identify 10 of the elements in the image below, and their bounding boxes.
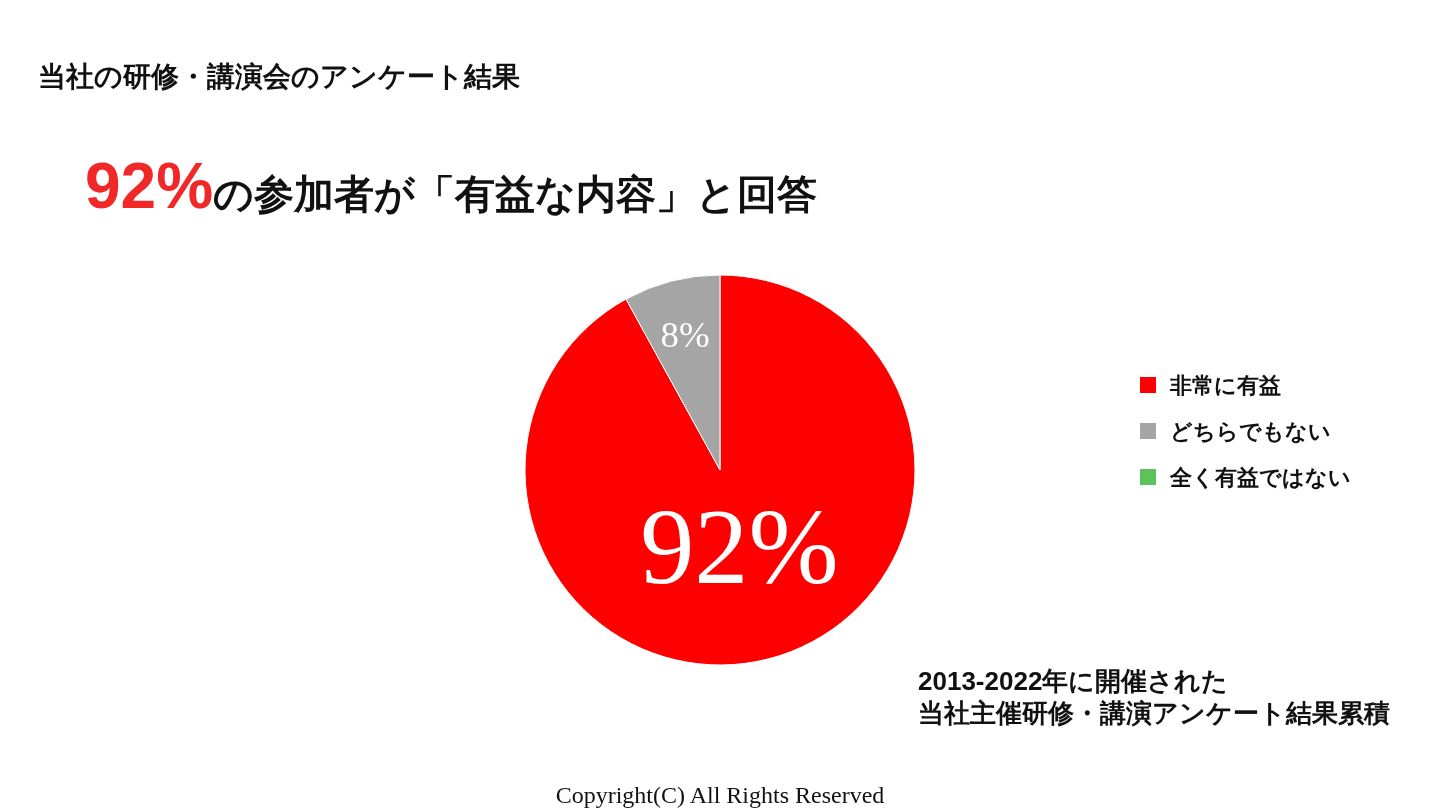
legend-label: 非常に有益 <box>1169 373 1281 398</box>
legend-label: 全く有益ではない <box>1169 465 1351 490</box>
chart-subtitle: 92%の参加者が「有益な内容」と回答 <box>85 150 818 222</box>
legend-label: どちらでもない <box>1170 419 1331 444</box>
text: 2013-2022年に開催された <box>918 666 1229 696</box>
text: Copyright(C) All Rights Reserved <box>555 782 885 808</box>
data-label: 8% <box>660 313 710 355</box>
text: 当社主催研修・講演アンケート結果累積 <box>918 698 1390 728</box>
text: 当社の研修・講演会のアンケート結果 <box>38 61 520 92</box>
data-label: 92% <box>640 487 839 607</box>
